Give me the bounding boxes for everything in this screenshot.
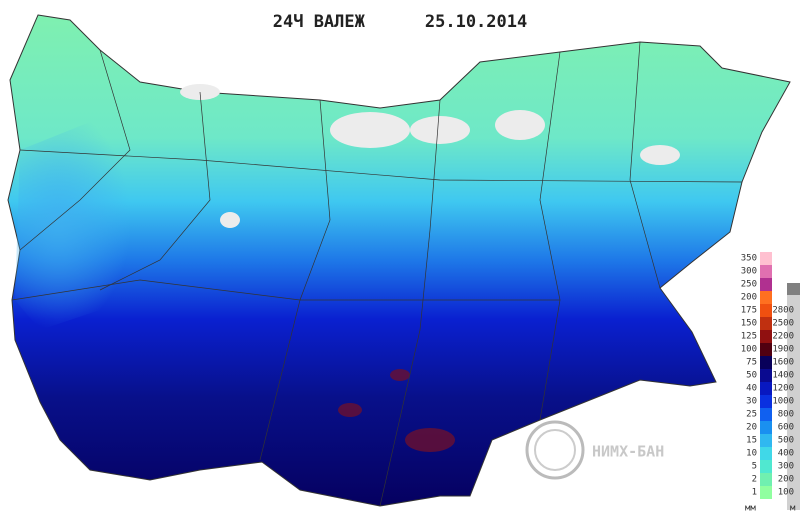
precip-label: 125 bbox=[741, 332, 757, 342]
legend-swatch bbox=[760, 408, 772, 421]
precip-label: 2 bbox=[752, 475, 757, 485]
dry-patches bbox=[180, 84, 680, 228]
precip-label: 150 bbox=[741, 319, 757, 329]
precip-label: 175 bbox=[741, 306, 757, 316]
height-label: 1200 bbox=[772, 384, 794, 394]
legend-swatch bbox=[760, 473, 772, 486]
legend-swatch bbox=[760, 447, 772, 460]
precip-label: 350 bbox=[741, 254, 757, 264]
date-text: 25.10.2014 bbox=[425, 12, 527, 32]
legend-swatch bbox=[760, 265, 772, 278]
rain-patch bbox=[15, 110, 160, 330]
legend-swatch bbox=[760, 486, 772, 499]
precip-label: 15 bbox=[746, 436, 757, 446]
legend-swatch bbox=[760, 343, 772, 356]
legend-swatch bbox=[760, 382, 772, 395]
precip-label: 100 bbox=[741, 345, 757, 355]
height-label: 1600 bbox=[772, 358, 794, 368]
precip-label: 30 bbox=[746, 397, 757, 407]
country-shape bbox=[7, 14, 791, 507]
precip-label: 25 bbox=[746, 410, 757, 420]
height-label: 2800 bbox=[772, 306, 794, 316]
legend: 3503002502001751501251007550403025201510… bbox=[741, 252, 794, 499]
height-label: 1400 bbox=[772, 371, 794, 381]
height-label: 1900 bbox=[772, 345, 794, 355]
precip-label: 5 bbox=[752, 462, 757, 472]
legend-swatch bbox=[760, 252, 772, 265]
title-text: 24Ч ВАЛЕЖ bbox=[273, 12, 366, 32]
height-label: 100 bbox=[778, 488, 794, 498]
legend-swatch bbox=[760, 330, 772, 343]
precip-label: 200 bbox=[741, 293, 757, 303]
precip-label: 250 bbox=[741, 280, 757, 290]
height-label: 500 bbox=[778, 436, 794, 446]
precip-unit: мм bbox=[745, 504, 756, 514]
height-label: 400 bbox=[778, 449, 794, 459]
legend-swatch bbox=[760, 356, 772, 369]
height-label: 600 bbox=[778, 423, 794, 433]
legend-swatch bbox=[760, 460, 772, 473]
legend-swatch bbox=[760, 317, 772, 330]
legend-swatch bbox=[760, 278, 772, 291]
height-label: 200 bbox=[778, 475, 794, 485]
height-unit: м bbox=[790, 504, 796, 514]
legend-swatch bbox=[760, 434, 772, 447]
height-bar-top bbox=[787, 283, 800, 295]
district-borders bbox=[11, 41, 743, 507]
legend-swatch bbox=[760, 304, 772, 317]
precip-label: 75 bbox=[746, 358, 757, 368]
precip-label: 1 bbox=[752, 488, 757, 498]
legend-swatch bbox=[760, 369, 772, 382]
precip-label: 40 bbox=[746, 384, 757, 394]
precip-label: 300 bbox=[741, 267, 757, 277]
legend-swatch bbox=[760, 395, 772, 408]
logo-text: НИМХ-БАН bbox=[592, 443, 664, 461]
height-label: 2200 bbox=[772, 332, 794, 342]
legend-swatch bbox=[760, 291, 772, 304]
map-title: 24Ч ВАЛЕЖ 25.10.2014 bbox=[273, 12, 527, 32]
logo: НИМХ-БАН bbox=[525, 420, 664, 480]
height-bar bbox=[787, 283, 800, 510]
precip-label: 50 bbox=[746, 371, 757, 381]
precip-label: 10 bbox=[746, 449, 757, 459]
heavy-rain-patches bbox=[338, 369, 455, 452]
height-label: 300 bbox=[778, 462, 794, 472]
precip-label: 20 bbox=[746, 423, 757, 433]
height-label: 2500 bbox=[772, 319, 794, 329]
legend-swatch bbox=[760, 421, 772, 434]
height-label: 1000 bbox=[772, 397, 794, 407]
height-label: 800 bbox=[778, 410, 794, 420]
